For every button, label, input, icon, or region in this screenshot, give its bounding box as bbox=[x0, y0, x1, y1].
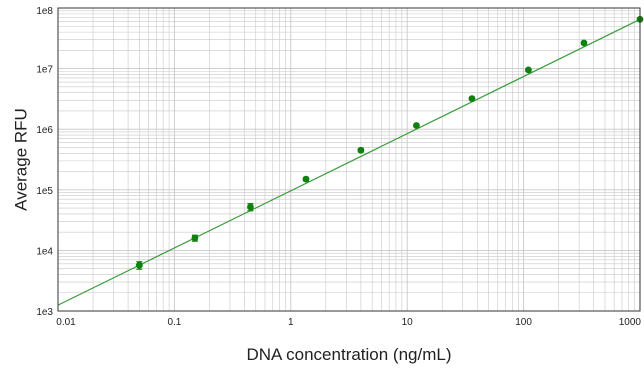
y-tick-label: 1e4 bbox=[36, 246, 53, 257]
point-marker bbox=[580, 39, 588, 47]
plot-area-frame bbox=[57, 7, 641, 312]
point-marker bbox=[525, 66, 532, 74]
fit-line-layer bbox=[57, 18, 641, 306]
data-point bbox=[468, 95, 476, 102]
y-tick-label: 1e8 bbox=[36, 6, 53, 17]
grid bbox=[58, 8, 640, 311]
data-point bbox=[413, 122, 420, 129]
point-marker bbox=[468, 95, 476, 102]
y-tick-label: 1e7 bbox=[36, 65, 53, 76]
data-point bbox=[247, 203, 254, 212]
x-tick-label: 1 bbox=[288, 317, 294, 328]
y-tick-labels: 1e3 1e4 1e5 1e6 1e7 1e8 bbox=[36, 6, 53, 318]
point-marker bbox=[413, 122, 420, 129]
x-tick-label: 0.1 bbox=[167, 317, 181, 328]
data-point bbox=[135, 261, 143, 270]
data-point bbox=[580, 39, 588, 47]
x-tick-labels: 0.01 0.1 1 10 100 1000 bbox=[56, 317, 641, 328]
y-tick-label: 1e5 bbox=[36, 186, 53, 197]
point-marker bbox=[302, 175, 310, 183]
regression-line bbox=[57, 18, 641, 306]
data-point bbox=[191, 234, 199, 242]
x-tick-label: 1000 bbox=[619, 317, 642, 328]
y-tick-label: 1e6 bbox=[36, 125, 53, 136]
x-tick-label: 10 bbox=[402, 317, 414, 328]
data-point bbox=[302, 175, 310, 183]
point-marker bbox=[357, 146, 365, 154]
point-marker bbox=[191, 234, 199, 242]
y-axis-title: Average RFU bbox=[11, 108, 30, 211]
x-axis-title: DNA concentration (ng/mL) bbox=[246, 345, 451, 364]
x-tick-label: 100 bbox=[515, 317, 532, 328]
y-tick-label: 1e3 bbox=[36, 307, 53, 318]
x-tick-label: 0.01 bbox=[56, 317, 76, 328]
point-marker bbox=[135, 261, 143, 269]
data-point bbox=[357, 146, 365, 154]
point-marker bbox=[247, 203, 254, 211]
data-point bbox=[525, 66, 532, 74]
